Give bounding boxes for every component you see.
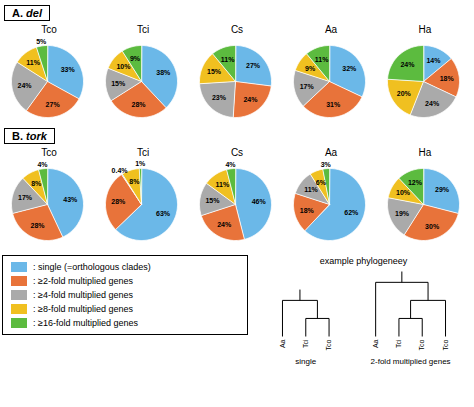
svg-text:15%: 15% — [207, 68, 222, 75]
svg-text:18%: 18% — [300, 207, 315, 214]
html-text:Tco: Tco — [41, 147, 57, 158]
html-text:Cs: Cs — [230, 147, 244, 158]
svg-text:28%: 28% — [31, 222, 46, 229]
svg-text:1%: 1% — [135, 160, 146, 167]
svg-text:9%: 9% — [130, 55, 141, 62]
svg-text:32%: 32% — [342, 65, 357, 72]
svg-text:15%: 15% — [205, 197, 220, 204]
svg-text:Tci: Tci — [302, 339, 309, 348]
html-text:: ≥16-fold multiplied genes: : ≥16-fold multiplied genes — [33, 318, 138, 328]
svg-text:10%: 10% — [116, 63, 131, 70]
svg-text:63%: 63% — [156, 210, 171, 217]
svg-text:Tco: Tco — [442, 339, 449, 350]
html-text:A. del: A. del — [12, 7, 42, 19]
svg-text:11%: 11% — [221, 56, 235, 63]
svg-text:31%: 31% — [326, 101, 341, 108]
html-text:: ≥8-fold multiplied genes: : ≥8-fold multiplied genes — [33, 304, 133, 314]
svg-text:single: single — [295, 357, 316, 366]
svg-text:18%: 18% — [440, 75, 455, 82]
html-text:Tci: Tci — [136, 147, 150, 158]
svg-text:15%: 15% — [111, 80, 126, 87]
svg-text:Tco: Tco — [325, 339, 332, 350]
svg-text:11%: 11% — [216, 181, 230, 188]
svg-text:3%: 3% — [321, 161, 332, 168]
svg-text:27%: 27% — [46, 101, 61, 108]
svg-text:9%: 9% — [305, 65, 316, 72]
svg-text:20%: 20% — [397, 90, 412, 97]
svg-text:11%: 11% — [304, 186, 318, 193]
svg-text:Aa: Aa — [279, 339, 286, 348]
svg-text:6%: 6% — [316, 179, 327, 186]
html-text:: ≥4-fold multiplied genes: : ≥4-fold multiplied genes — [33, 290, 133, 300]
svg-text:24%: 24% — [425, 99, 440, 106]
html-text:Ha: Ha — [418, 147, 432, 158]
svg-text:27%: 27% — [246, 62, 261, 69]
html-text:Aa: Aa — [324, 24, 338, 35]
html-text:example phylogeneey: example phylogeneey — [319, 256, 408, 266]
svg-text:33%: 33% — [61, 66, 76, 73]
svg-text:38%: 38% — [156, 69, 171, 76]
html-text:Aa: Aa — [324, 147, 338, 158]
svg-text:62%: 62% — [344, 209, 359, 216]
svg-text:24%: 24% — [18, 82, 33, 89]
svg-text:28%: 28% — [132, 101, 147, 108]
svg-text:4%: 4% — [225, 161, 236, 168]
svg-text:2-fold multiplied genes: 2-fold multiplied genes — [371, 357, 451, 366]
svg-text:Aa: Aa — [372, 339, 379, 348]
svg-text:11%: 11% — [315, 56, 329, 63]
svg-text:17%: 17% — [18, 194, 33, 201]
svg-text:4%: 4% — [37, 161, 48, 168]
html-text:Cs: Cs — [230, 24, 244, 35]
svg-text:29%: 29% — [435, 186, 450, 193]
svg-text:14%: 14% — [426, 57, 441, 64]
svg-text:23%: 23% — [212, 94, 227, 101]
html-text:Ha: Ha — [418, 24, 432, 35]
svg-text:46%: 46% — [252, 198, 267, 205]
svg-text:8%: 8% — [129, 178, 140, 185]
html-text:: single (=orthologous clades): : single (=orthologous clades) — [33, 262, 151, 272]
svg-text:Tci: Tci — [395, 339, 402, 348]
svg-text:10%: 10% — [396, 189, 411, 196]
html-text:: ≥2-fold multiplied genes: : ≥2-fold multiplied genes — [33, 276, 133, 286]
svg-text:19%: 19% — [395, 210, 410, 217]
svg-text:24%: 24% — [217, 221, 232, 228]
html-text:Tco: Tco — [41, 24, 57, 35]
svg-text:43%: 43% — [63, 196, 78, 203]
svg-text:12%: 12% — [408, 179, 423, 186]
svg-text:0.4%: 0.4% — [112, 167, 129, 174]
svg-text:11%: 11% — [26, 59, 40, 66]
svg-text:Tco: Tco — [418, 339, 425, 350]
html-text:Tci: Tci — [136, 24, 150, 35]
svg-text:24%: 24% — [243, 96, 258, 103]
svg-text:17%: 17% — [300, 83, 315, 90]
html-text:B. tork: B. tork — [12, 130, 47, 142]
svg-text:30%: 30% — [425, 222, 440, 229]
svg-text:28%: 28% — [111, 198, 126, 205]
svg-text:24%: 24% — [400, 61, 415, 68]
svg-text:8%: 8% — [31, 180, 42, 187]
svg-text:5%: 5% — [36, 38, 47, 45]
